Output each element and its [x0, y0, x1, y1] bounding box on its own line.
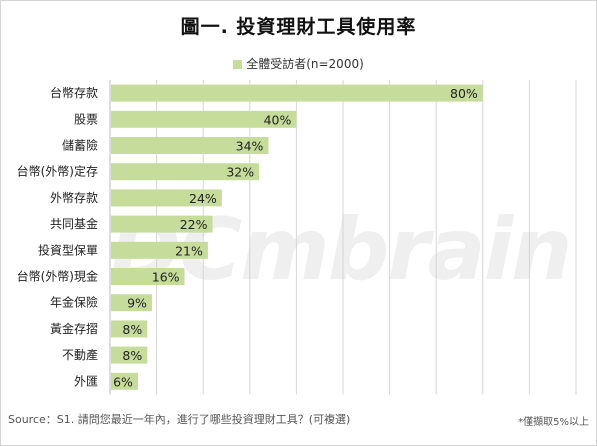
bar: [111, 372, 138, 390]
category-label: 台幣(外幣)定存: [17, 164, 98, 179]
chart-title: 圖一. 投資理財工具使用率: [180, 16, 417, 38]
category-label: 台幣(外幣)現金: [17, 269, 98, 284]
data-label: 16%: [152, 270, 180, 285]
bar: [111, 189, 222, 207]
category-label: 台幣存款: [50, 85, 98, 100]
bar: [111, 110, 297, 128]
bar: [111, 294, 152, 312]
data-label: 22%: [180, 217, 208, 232]
data-label: 40%: [264, 112, 292, 127]
data-label: 8%: [122, 348, 142, 363]
bar: [111, 137, 269, 154]
data-label: 21%: [175, 243, 203, 258]
bar: [111, 268, 185, 285]
data-label: 24%: [189, 191, 217, 206]
category-label: 黃金存摺: [50, 321, 98, 336]
category-label: 儲蓄險: [62, 138, 98, 153]
bar: [111, 215, 213, 233]
category-label: 投資型保單: [38, 242, 98, 257]
data-label: 32%: [226, 165, 254, 180]
data-label: 6%: [113, 374, 133, 389]
data-label: 9%: [127, 296, 147, 311]
legend-label: 全體受訪者(n=2000): [246, 57, 364, 71]
data-label: 34%: [236, 139, 264, 154]
bar: [111, 241, 208, 259]
category-label: 年金保險: [50, 295, 98, 310]
category-label: 外幣存款: [50, 191, 98, 205]
data-label: 80%: [450, 86, 478, 101]
bar: [111, 346, 148, 364]
bar: [111, 163, 260, 181]
chart-legend: 全體受訪者(n=2000): [0, 55, 597, 72]
data-label: 8%: [122, 322, 142, 337]
category-label: 不動產: [62, 347, 98, 362]
threshold-note: *僅擷取5%以上: [518, 417, 589, 428]
category-label: 外匯: [74, 374, 98, 388]
category-label: 共同基金: [50, 216, 98, 231]
category-label: 股票: [74, 112, 98, 126]
source-note: Source：S1. 請問您最近一年內，進行了哪些投資理財工具？(可複選): [8, 413, 351, 426]
legend-swatch: [233, 60, 243, 69]
bar: [111, 320, 148, 338]
bar: [111, 84, 483, 102]
